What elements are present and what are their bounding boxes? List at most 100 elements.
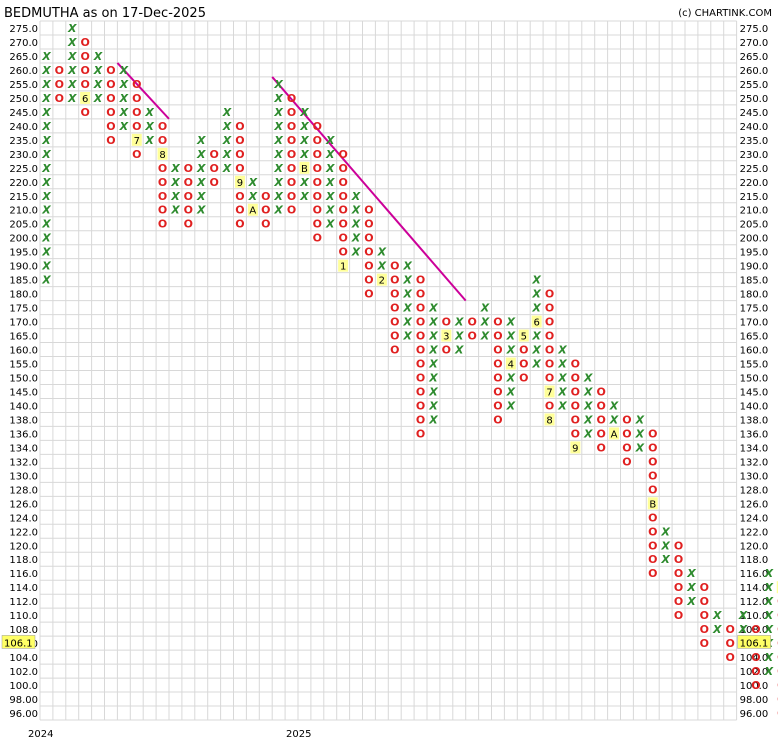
o-box: O bbox=[287, 92, 296, 105]
last-price-markers: 106.1 106.1 bbox=[1, 635, 771, 649]
y-tick-label-right: 116.0 bbox=[740, 569, 769, 580]
o-box: O bbox=[648, 539, 657, 552]
month-marker: B bbox=[649, 499, 656, 510]
o-box: O bbox=[158, 134, 167, 147]
o-box: O bbox=[648, 567, 657, 580]
x-box: X bbox=[299, 120, 309, 133]
o-box: O bbox=[287, 176, 296, 189]
o-box: O bbox=[700, 595, 709, 608]
x-box: X bbox=[41, 134, 51, 147]
y-tick-label-right: 245.0 bbox=[740, 108, 769, 119]
x-box: X bbox=[299, 134, 309, 147]
x-box: X bbox=[93, 78, 103, 91]
x-box: X bbox=[299, 148, 309, 161]
x-box: X bbox=[583, 385, 593, 398]
o-box: O bbox=[545, 344, 554, 357]
x-box: X bbox=[557, 385, 567, 398]
o-box: O bbox=[158, 190, 167, 203]
x-box: X bbox=[351, 204, 361, 217]
o-box: O bbox=[364, 204, 373, 217]
month-marker: A bbox=[249, 206, 256, 217]
o-box: O bbox=[158, 120, 167, 133]
y-tick-label-left: 116.0 bbox=[9, 569, 38, 580]
o-box: O bbox=[493, 413, 502, 426]
x-axis: 2024 2025 bbox=[28, 729, 311, 740]
y-tick-label-left: 165.0 bbox=[9, 332, 38, 343]
x-box: X bbox=[299, 190, 309, 203]
x-box: X bbox=[273, 190, 283, 203]
x-box: X bbox=[428, 302, 438, 315]
o-box: O bbox=[313, 134, 322, 147]
x-box: X bbox=[557, 344, 567, 357]
x-box: X bbox=[609, 413, 619, 426]
o-box: O bbox=[519, 344, 528, 357]
y-tick-label-right: 170.0 bbox=[740, 318, 769, 329]
x-box: X bbox=[170, 162, 180, 175]
y-tick-label-right: 132.0 bbox=[740, 457, 769, 468]
o-box: O bbox=[287, 106, 296, 119]
o-box: O bbox=[648, 469, 657, 482]
y-tick-label-left: 180.0 bbox=[9, 290, 38, 301]
x-box: X bbox=[144, 120, 154, 133]
x-box: X bbox=[377, 260, 387, 273]
x-box: X bbox=[377, 246, 387, 259]
x-box: X bbox=[325, 190, 335, 203]
y-tick-label-left: 102.0 bbox=[9, 667, 38, 678]
o-box: O bbox=[493, 316, 502, 329]
y-tick-label-right: 185.0 bbox=[740, 276, 769, 287]
o-box: O bbox=[313, 190, 322, 203]
o-box: O bbox=[287, 204, 296, 217]
x-box: X bbox=[402, 288, 412, 301]
o-box: O bbox=[313, 148, 322, 161]
month-marker-bg bbox=[441, 329, 452, 342]
o-box: O bbox=[467, 316, 476, 329]
o-box: O bbox=[158, 218, 167, 231]
o-box: O bbox=[596, 385, 605, 398]
x-box: X bbox=[41, 106, 51, 119]
o-box: O bbox=[106, 134, 115, 147]
o-box: O bbox=[80, 64, 89, 77]
last-price-label: 106.1 bbox=[4, 638, 33, 649]
y-tick-label-left: 175.0 bbox=[9, 304, 38, 315]
o-box: O bbox=[442, 316, 451, 329]
o-box: O bbox=[571, 427, 580, 440]
x-box: X bbox=[583, 413, 593, 426]
x-box: X bbox=[196, 204, 206, 217]
x-box: X bbox=[635, 413, 645, 426]
o-box: O bbox=[106, 106, 115, 119]
y-tick-label-right: 112.0 bbox=[740, 597, 769, 608]
o-box: O bbox=[235, 204, 244, 217]
x-box: X bbox=[144, 134, 154, 147]
o-box: O bbox=[416, 330, 425, 343]
y-tick-label-right: 220.0 bbox=[740, 178, 769, 189]
x-box: X bbox=[712, 609, 722, 622]
x-box: X bbox=[170, 176, 180, 189]
y-tick-label-left: 230.0 bbox=[9, 150, 38, 161]
copyright-label: (c) CHARTINK.COM bbox=[678, 8, 772, 19]
x-box: X bbox=[506, 399, 516, 412]
y-tick-label-right: 145.0 bbox=[740, 387, 769, 398]
x-box: X bbox=[764, 581, 774, 594]
o-box: O bbox=[106, 78, 115, 91]
o-box: O bbox=[622, 441, 631, 454]
month-marker: 4 bbox=[508, 360, 514, 371]
y-tick-label-left: 126.0 bbox=[9, 499, 38, 510]
x-year-label: 2024 bbox=[28, 729, 53, 740]
o-box: O bbox=[338, 162, 347, 175]
y-tick-label-left: 100.0 bbox=[9, 681, 38, 692]
o-box: O bbox=[700, 637, 709, 650]
x-box: X bbox=[273, 162, 283, 175]
x-box: X bbox=[764, 665, 774, 678]
x-box: X bbox=[402, 302, 412, 315]
o-box: O bbox=[364, 274, 373, 287]
o-box: O bbox=[545, 330, 554, 343]
o-box: O bbox=[158, 204, 167, 217]
x-box: X bbox=[325, 148, 335, 161]
x-box: X bbox=[351, 218, 361, 231]
x-box: X bbox=[506, 372, 516, 385]
o-box: O bbox=[338, 246, 347, 259]
x-box: X bbox=[41, 260, 51, 273]
month-marker: 8 bbox=[159, 150, 165, 161]
trendline bbox=[271, 76, 467, 302]
